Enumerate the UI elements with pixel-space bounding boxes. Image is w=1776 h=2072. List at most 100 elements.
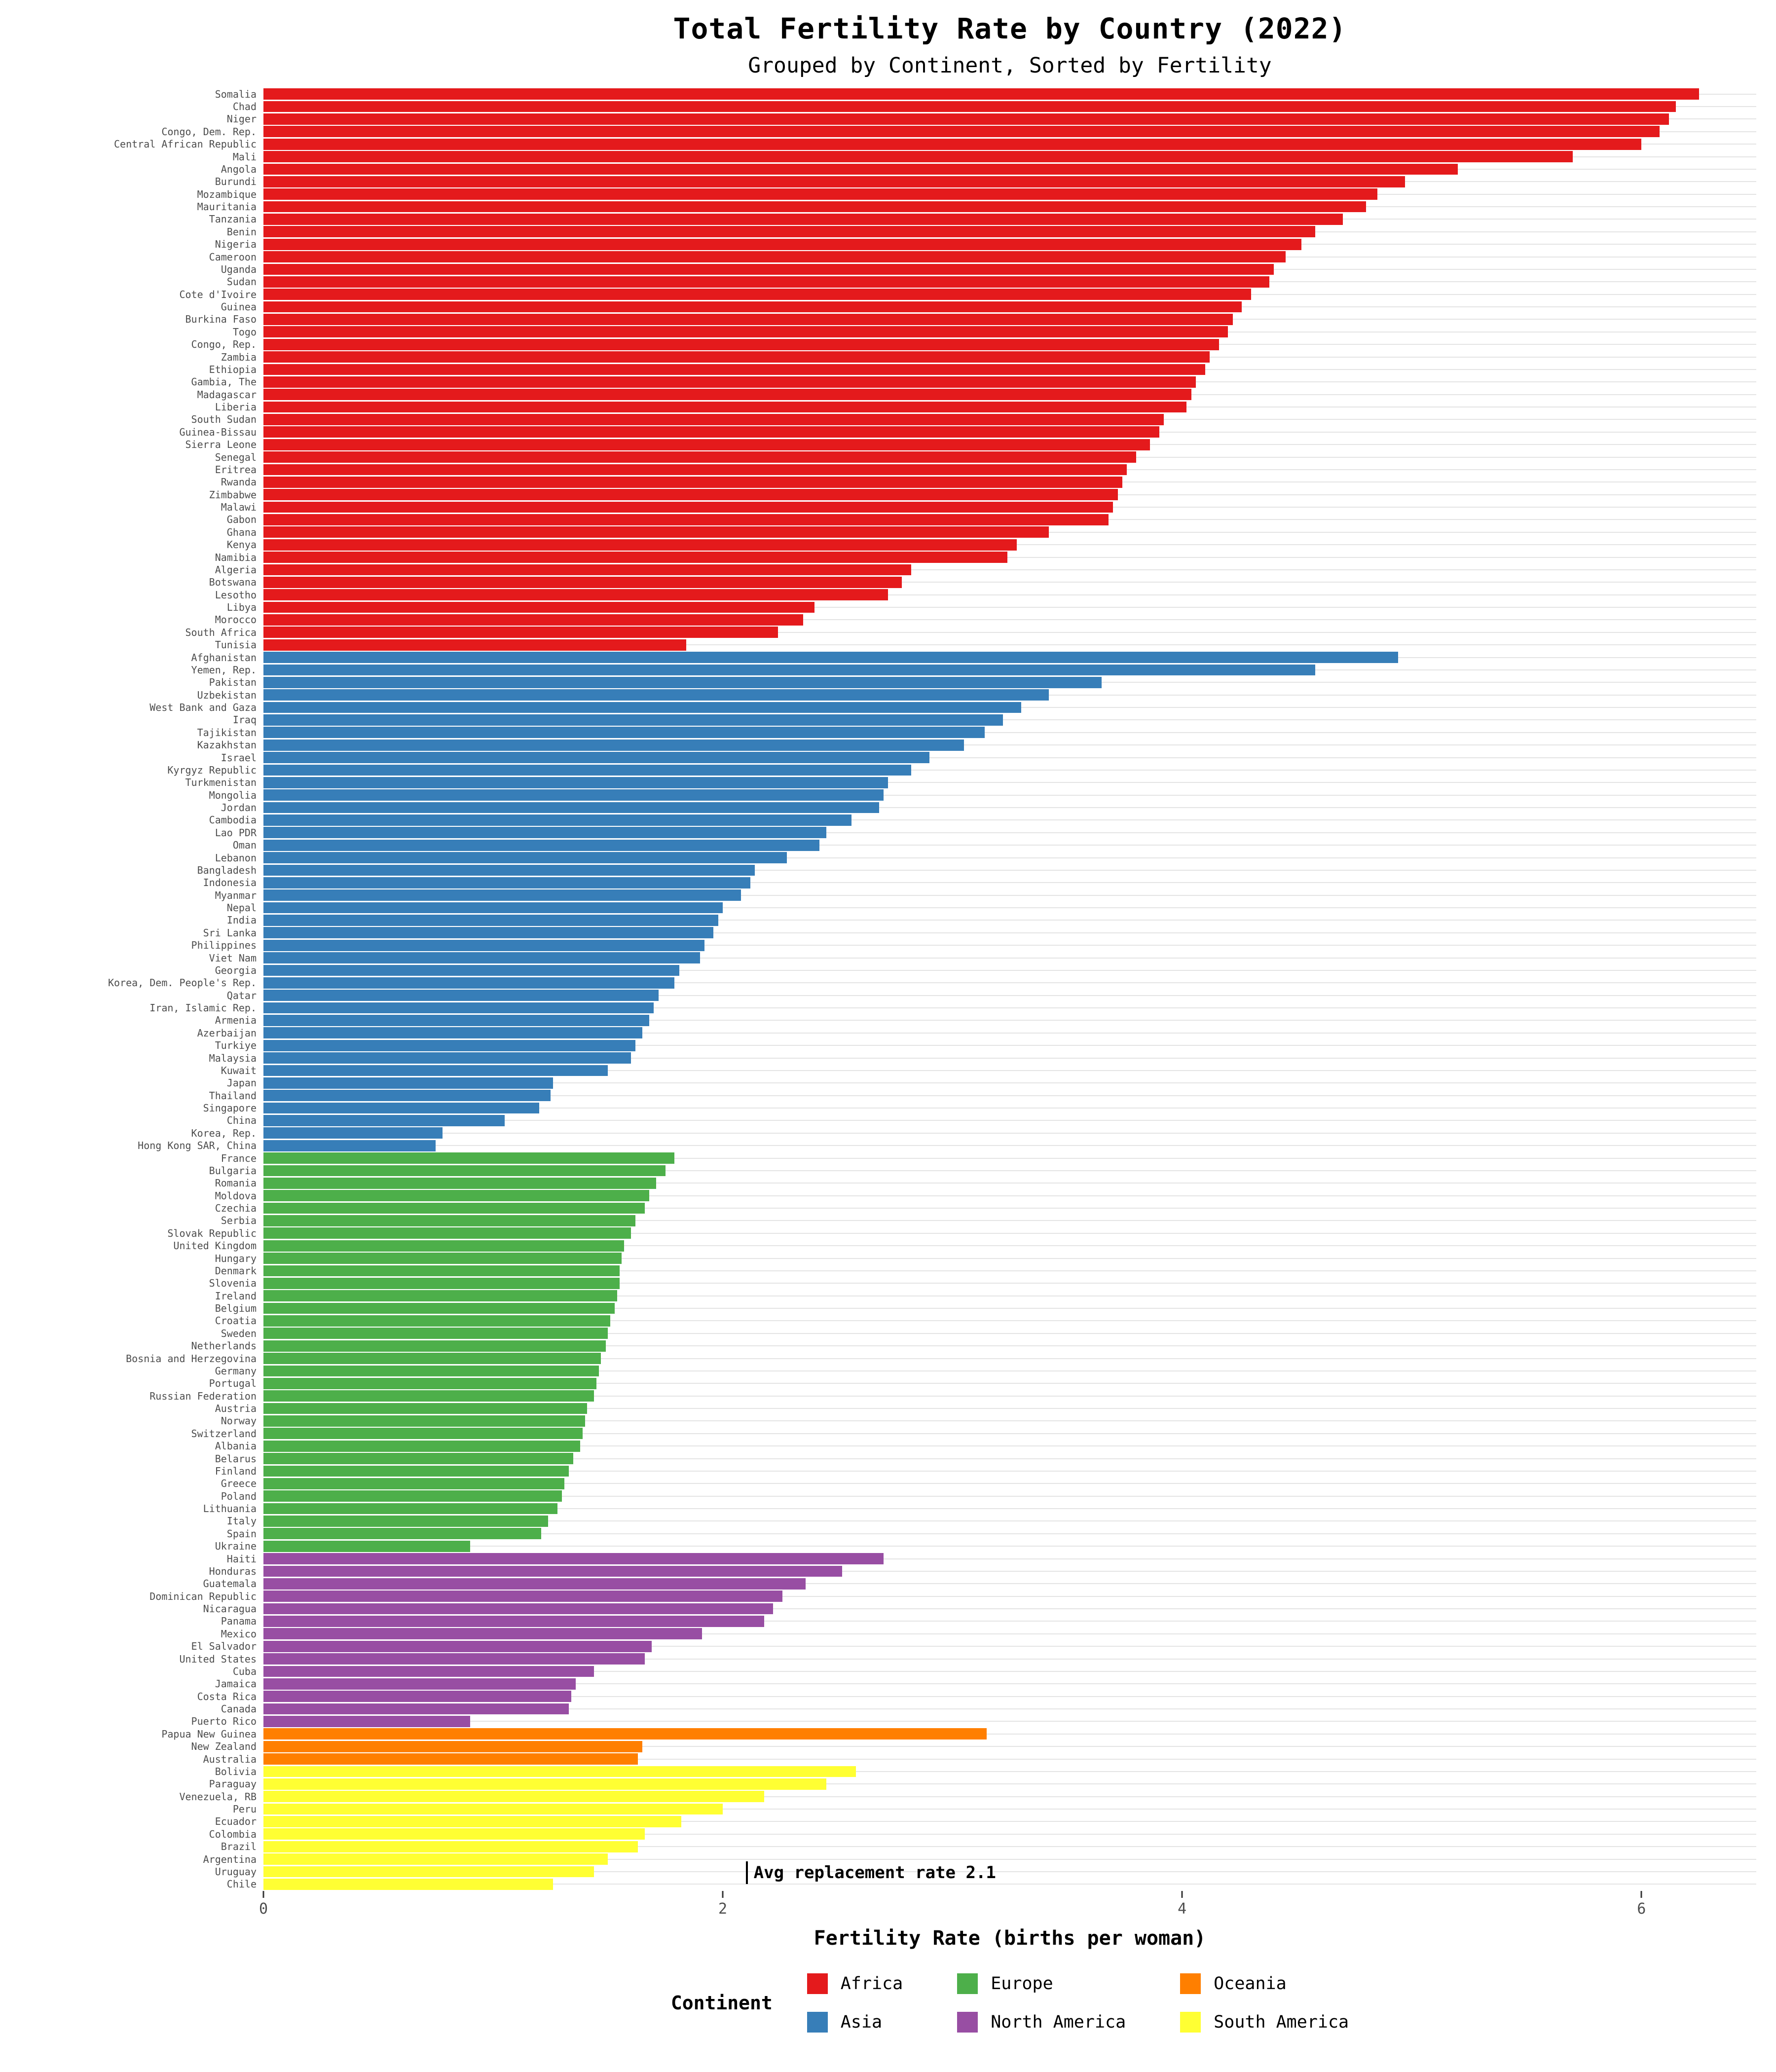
bar-row: Dominican Republic — [149, 1590, 1756, 1602]
row-gridline — [263, 732, 1756, 733]
bar-row: Moldova — [215, 1189, 1756, 1202]
bar-row: Croatia — [215, 1315, 1756, 1327]
fertility-bar — [263, 802, 879, 814]
country-label: Paraguay — [209, 1778, 257, 1790]
bar-row: Hungary — [215, 1252, 1756, 1264]
row-gridline — [263, 1433, 1756, 1434]
fertility-bar — [263, 1165, 666, 1177]
country-label: Germany — [215, 1365, 257, 1377]
country-label: Slovak Republic — [167, 1227, 257, 1239]
country-label: Canada — [221, 1703, 257, 1715]
bar-row: Somalia — [215, 88, 1756, 100]
bar-row: Argentina — [203, 1853, 1756, 1865]
bar-row: Togo — [233, 326, 1756, 338]
country-label: Bangladesh — [197, 864, 257, 876]
fertility-bar — [263, 889, 741, 901]
country-label: Ireland — [215, 1290, 257, 1302]
bar-row: Armenia — [215, 1014, 1756, 1027]
fertility-bar — [263, 1503, 557, 1515]
country-label: Yemen, Rep. — [191, 664, 257, 676]
fertility-bar — [263, 1065, 608, 1076]
row-gridline — [263, 719, 1756, 721]
fertility-bar — [263, 702, 1022, 713]
country-label: Russian Federation — [149, 1390, 257, 1402]
fertility-bar — [263, 238, 1302, 250]
bar-row: Chad — [233, 100, 1756, 112]
country-label: South Africa — [185, 626, 257, 638]
country-label: Eritrea — [215, 463, 257, 476]
fertility-bar — [263, 727, 985, 739]
country-label: Ukraine — [215, 1540, 257, 1553]
bar-row: Slovak Republic — [167, 1227, 1756, 1239]
row-gridline — [263, 1332, 1756, 1334]
bar-row: Zambia — [221, 351, 1756, 363]
bar-row: Viet Nam — [209, 952, 1756, 964]
fertility-bar — [263, 489, 1118, 501]
country-label: Kenya — [226, 539, 257, 551]
fertility-bar — [263, 1803, 723, 1815]
fertility-bar — [263, 1240, 624, 1252]
fertility-bar — [263, 1365, 599, 1377]
bar-row: Ecuador — [215, 1815, 1756, 1828]
fertility-bar — [263, 777, 888, 788]
row-gridline — [263, 757, 1756, 758]
country-label: Central African Republic — [114, 138, 257, 150]
country-label: Colombia — [209, 1828, 257, 1840]
bar-row: Senegal — [215, 451, 1756, 463]
row-gridline — [263, 1758, 1756, 1760]
country-label: Thailand — [209, 1089, 257, 1102]
fertility-bar — [263, 952, 700, 963]
bar-row: Korea, Rep. — [191, 1127, 1756, 1139]
bar-row: El Salvador — [191, 1640, 1756, 1653]
fertility-bar — [263, 789, 884, 801]
bar-row: Cote d'Ivoire — [179, 288, 1756, 300]
fertility-bar — [263, 652, 1398, 663]
country-label: Azerbaijan — [197, 1027, 257, 1039]
fertility-bar — [263, 752, 930, 763]
bar-row: Sweden — [221, 1327, 1756, 1339]
bar-row: Spain — [227, 1527, 1756, 1540]
row-gridline — [263, 1108, 1756, 1109]
fertility-bar — [263, 1190, 650, 1202]
row-gridline — [263, 932, 1756, 933]
bar-row: Burkina Faso — [185, 313, 1756, 326]
row-gridline — [263, 556, 1756, 558]
bar-row: Costa Rica — [197, 1690, 1756, 1702]
fertility-bar — [263, 326, 1228, 338]
legend-swatch-oceania — [1180, 1973, 1201, 1994]
row-gridline — [263, 1232, 1756, 1234]
fertility-bar — [263, 1866, 594, 1878]
bar-row: Italy — [227, 1515, 1756, 1527]
bar-row: Hong Kong SAR, China — [138, 1140, 1756, 1152]
bar-row: Peru — [233, 1803, 1756, 1815]
row-gridline — [263, 769, 1756, 771]
x-tick-label: 0 — [259, 1900, 268, 1918]
country-label: Kuwait — [221, 1064, 257, 1076]
chart-header: Total Fertility Rate by Country (2022) G… — [263, 12, 1756, 78]
plot-area: Somalia Chad Niger Congo, Dem. Rep. Central … — [108, 88, 1756, 1891]
bar-row: Gambia, The — [191, 376, 1756, 388]
country-label: Uganda — [221, 263, 257, 275]
country-label: Libya — [226, 601, 257, 614]
fertility-bar — [263, 1878, 553, 1890]
fertility-bar — [263, 1115, 505, 1126]
row-gridline — [263, 1809, 1756, 1810]
country-label: Netherlands — [191, 1340, 257, 1352]
country-label: Sierra Leone — [185, 439, 257, 451]
country-label: Sweden — [221, 1327, 257, 1339]
country-label: Papua New Guinea — [161, 1728, 257, 1740]
country-label: Spain — [226, 1527, 257, 1540]
fertility-bar — [263, 864, 755, 876]
row-gridline — [263, 1145, 1756, 1147]
country-label: Brazil — [221, 1841, 257, 1853]
country-label: South Sudan — [191, 413, 257, 426]
row-gridline — [263, 832, 1756, 833]
country-label: China — [226, 1114, 257, 1127]
row-gridline — [263, 1070, 1756, 1071]
bar-row: Greece — [221, 1478, 1756, 1490]
fertility-bar — [263, 614, 803, 626]
fertility-bar — [263, 964, 679, 976]
country-label: Guatemala — [203, 1578, 257, 1590]
country-label: Norway — [221, 1415, 257, 1427]
country-label: El Salvador — [191, 1640, 257, 1653]
